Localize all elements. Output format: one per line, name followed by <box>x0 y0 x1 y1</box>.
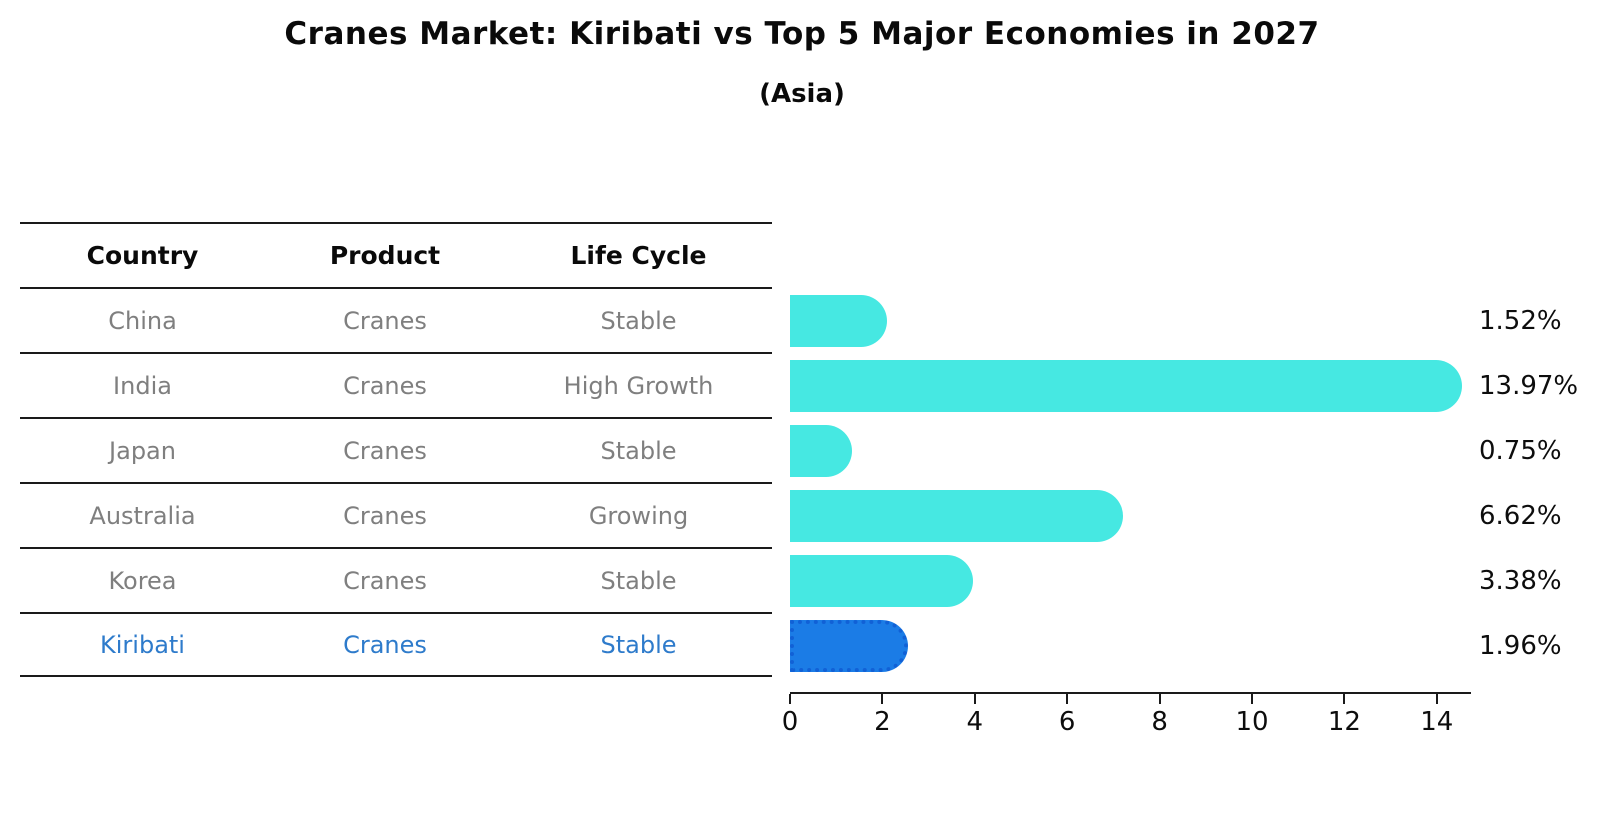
x-axis-tick-label: 8 <box>1151 707 1168 737</box>
x-axis-tick <box>1251 694 1253 704</box>
x-axis-tick <box>881 694 884 704</box>
bar-value-label: 6.62% <box>1479 501 1562 531</box>
x-axis-line <box>790 692 1471 694</box>
table-row-korea: Korea Cranes Stable <box>20 547 772 612</box>
bar-kiribati-highlight <box>790 620 908 672</box>
table-row-china: China Cranes Stable <box>20 287 772 352</box>
cell-life-cycle: Growing <box>588 501 689 530</box>
x-axis-tick <box>1158 694 1161 704</box>
cell-country: Kiribati <box>100 630 185 659</box>
bar-value-label: 3.38% <box>1479 566 1562 596</box>
column-header-product: Product <box>329 241 441 270</box>
bar-korea <box>790 555 973 607</box>
cell-country: India <box>113 371 172 400</box>
bar-value-label: 1.52% <box>1479 306 1562 336</box>
chart-title: Cranes Market: Kiribati vs Top 5 Major E… <box>284 16 1320 52</box>
table-row-india: India Cranes High Growth <box>20 352 772 417</box>
x-axis-tick-label: 14 <box>1420 707 1454 737</box>
x-axis-tick-label: 6 <box>1058 707 1076 737</box>
cell-life-cycle: Stable <box>600 436 677 465</box>
data-table: Country Product Life Cycle China Cranes … <box>20 222 772 677</box>
bar-india <box>790 360 1462 412</box>
chart-subtitle: (Asia) <box>759 79 845 109</box>
x-axis-tick-label: 0 <box>781 707 799 737</box>
table-row-japan: Japan Cranes Stable <box>20 417 772 482</box>
cell-country: Australia <box>89 501 196 530</box>
cell-country: China <box>108 306 177 335</box>
table-row-australia: Australia Cranes Growing <box>20 482 772 547</box>
bar-china <box>790 295 887 347</box>
cell-country: Japan <box>109 436 176 465</box>
bar-australia <box>790 490 1123 542</box>
x-axis-tick <box>1435 694 1438 704</box>
cell-country: Korea <box>108 566 177 595</box>
table-header-row: Country Product Life Cycle <box>20 222 772 287</box>
cell-product: Cranes <box>343 436 427 465</box>
cell-product: Cranes <box>343 501 427 530</box>
x-axis-tick-label: 12 <box>1327 707 1361 737</box>
cell-product: Cranes <box>343 566 427 595</box>
cell-product: Cranes <box>343 306 427 335</box>
cell-life-cycle: Stable <box>600 306 677 335</box>
bar-value-label: 13.97% <box>1479 371 1579 401</box>
bar-japan <box>790 425 852 477</box>
column-header-country: Country <box>86 241 199 270</box>
table-row-kiribati-highlight: Kiribati Cranes Stable <box>20 612 772 677</box>
cell-life-cycle: High Growth <box>563 371 714 400</box>
x-axis-tick-label: 2 <box>874 707 891 737</box>
cell-life-cycle: Stable <box>600 630 677 659</box>
x-axis-tick-label: 10 <box>1235 707 1269 737</box>
x-axis-tick <box>973 694 976 704</box>
x-axis-tick-label: 4 <box>966 707 984 737</box>
cell-product: Cranes <box>343 371 427 400</box>
bar-value-label: 0.75% <box>1479 436 1562 466</box>
x-axis-tick <box>1066 694 1069 704</box>
cell-product: Cranes <box>343 630 427 659</box>
column-header-life-cycle: Life Cycle <box>570 241 707 270</box>
x-axis-tick <box>1343 694 1346 704</box>
bar-value-label: 1.96% <box>1479 631 1562 661</box>
x-axis-tick <box>789 694 791 704</box>
cell-life-cycle: Stable <box>600 566 677 595</box>
